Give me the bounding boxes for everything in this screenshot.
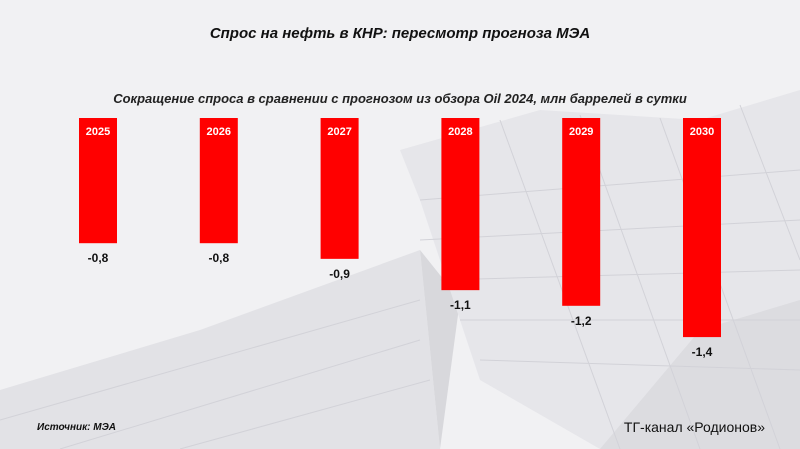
bar-2029 — [562, 118, 601, 306]
category-label: 2028 — [448, 126, 472, 138]
bar-2025 — [79, 118, 117, 244]
value-label: -1,2 — [571, 314, 592, 328]
value-label: -1,1 — [450, 298, 471, 312]
page-title: Спрос на нефть в КНР: пересмотр прогноза… — [209, 25, 591, 42]
value-label: -0,8 — [208, 251, 229, 265]
category-label: 2025 — [86, 126, 110, 138]
bar-2026 — [199, 118, 238, 244]
bar-2027 — [320, 118, 359, 259]
value-label: -0,8 — [88, 251, 109, 265]
category-label: 2026 — [207, 126, 231, 138]
category-label: 2029 — [569, 126, 593, 138]
category-label: 2027 — [327, 126, 351, 138]
value-label: -0,9 — [329, 267, 350, 281]
value-label: -1,4 — [692, 345, 713, 359]
source-note: Источник: МЭА — [37, 422, 117, 433]
brand-label: ТГ-канал «Родионов» — [623, 419, 765, 435]
category-label: 2030 — [690, 126, 714, 138]
bar-2030 — [683, 118, 721, 338]
bar-2028 — [441, 118, 480, 291]
chart-subtitle: Сокращение спроса в сравнении с прогнозо… — [113, 91, 687, 106]
